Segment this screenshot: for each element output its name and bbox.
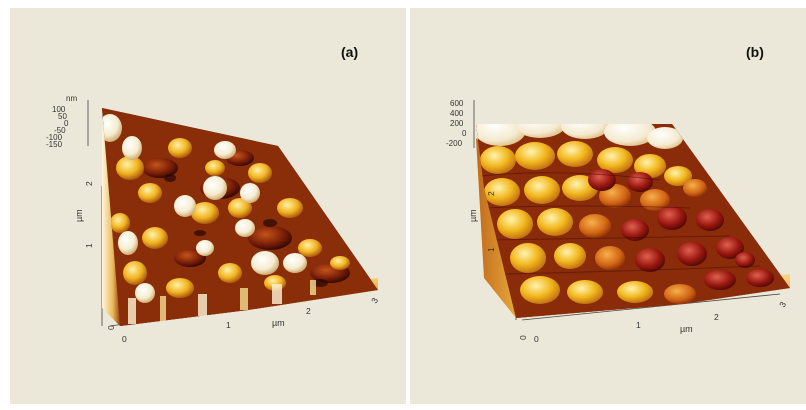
y-axis-a: µm 2 1 0 [74, 181, 116, 330]
x-tick: 1 [636, 320, 641, 330]
y-tick: 0 [106, 325, 116, 330]
y-axis-unit: µm [468, 209, 478, 222]
x-axis-b: 0 1 µm 2 3 [534, 300, 788, 344]
surface-front-streaks-a [128, 280, 316, 324]
z-axis-b: 600 400 200 0 -200 [446, 99, 467, 148]
y-axis-unit: µm [74, 209, 84, 222]
z-tick: 600 [450, 99, 464, 108]
y-tick: 1 [84, 243, 94, 248]
x-tick: 0 [122, 334, 127, 344]
x-tick: 1 [226, 320, 231, 330]
x-axis-a: 0 1 µm 2 3 [122, 296, 380, 344]
z-tick: 0 [462, 129, 467, 138]
z-tick: -50 [54, 126, 66, 135]
z-axis-unit: nm [66, 94, 77, 103]
x-tick: 0 [534, 334, 539, 344]
z-tick: 50 [58, 112, 67, 121]
z-tick: -200 [446, 139, 463, 148]
z-tick: 0 [64, 119, 69, 128]
x-tick: 2 [714, 312, 719, 322]
y-tick: 0 [518, 335, 528, 340]
afm-surface-plot-a: nm 100 50 0 -50 -100 -150 µm 2 1 0 0 1 µ… [46, 94, 380, 344]
z-axis-a: nm 100 50 0 -50 -100 -150 [46, 94, 77, 149]
surface-texture-b [476, 124, 790, 318]
afm-panel-a: nm 100 50 0 -50 -100 -150 µm 2 1 0 0 1 µ… [10, 8, 406, 404]
y-axis-b: µm 2 1 0 [468, 191, 528, 340]
z-tick: 100 [52, 105, 66, 114]
panel-label-b: (b) [746, 44, 764, 60]
y-tick: 1 [486, 247, 496, 252]
x-axis-unit: µm [272, 318, 285, 328]
x-tick: 2 [306, 306, 311, 316]
x-tick: 3 [369, 296, 380, 305]
z-tick: 200 [450, 119, 464, 128]
z-tick: -100 [46, 133, 63, 142]
y-tick: 2 [486, 191, 496, 196]
x-axis-unit: µm [680, 324, 693, 334]
y-tick: 2 [84, 181, 94, 186]
afm-surface-plot-b: 600 400 200 0 -200 µm 2 1 0 0 1 µm 2 3 [446, 99, 790, 344]
afm-panel-b: 600 400 200 0 -200 µm 2 1 0 0 1 µm 2 3 [410, 8, 806, 404]
x-tick: 3 [777, 300, 788, 309]
z-tick: 400 [450, 109, 464, 118]
z-tick: -150 [46, 140, 63, 149]
panel-label-a: (a) [341, 44, 359, 60]
